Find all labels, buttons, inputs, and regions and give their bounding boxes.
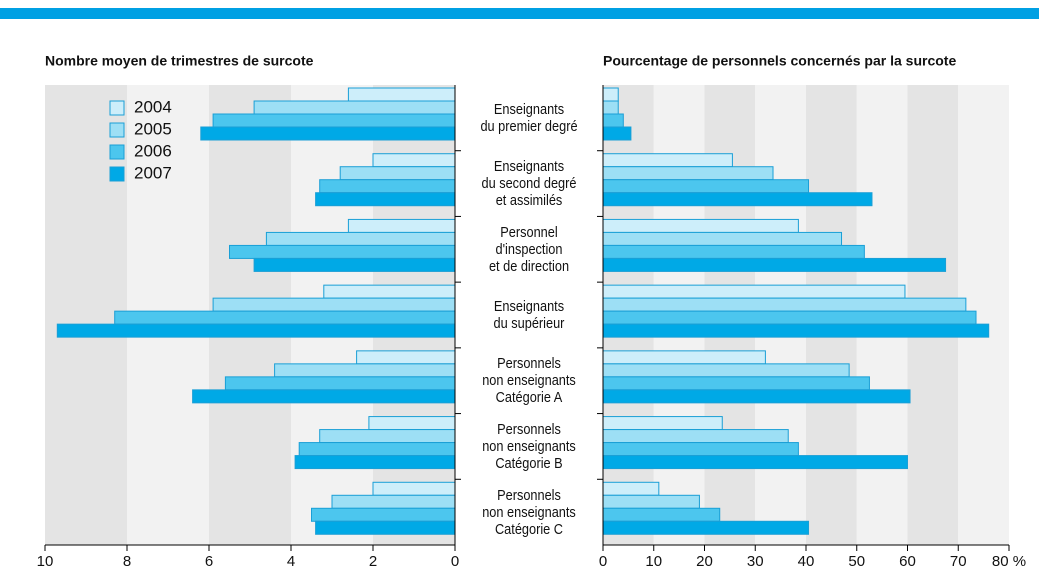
- bar: [602, 100, 619, 115]
- bar: [602, 218, 799, 233]
- x-tick-label: 10: [37, 553, 54, 570]
- bar: [602, 257, 947, 272]
- legend-label: 2004: [134, 97, 172, 116]
- bar: [602, 310, 977, 325]
- bar: [602, 389, 911, 404]
- bar: [602, 284, 906, 299]
- left-title: Nombre moyen de trimestres de surcote: [45, 53, 314, 69]
- x-tick-label: 0: [599, 553, 607, 570]
- bar: [347, 87, 456, 102]
- legend-label: 2007: [134, 163, 172, 182]
- x-tick-label: 60: [899, 553, 916, 570]
- legend-swatch: [109, 122, 125, 138]
- bar: [56, 323, 456, 338]
- bar: [602, 179, 810, 194]
- bar: [602, 507, 721, 522]
- bar: [347, 218, 456, 233]
- bar: [602, 442, 799, 457]
- bar: [372, 481, 456, 496]
- bar: [331, 494, 456, 509]
- bar: [602, 126, 632, 141]
- x-tick-label: 50: [848, 553, 865, 570]
- bar: [602, 416, 723, 431]
- category-label: Enseignants du premier degré: [480, 100, 578, 135]
- bar: [602, 429, 789, 444]
- bar: [274, 363, 456, 378]
- legend-swatch: [109, 144, 125, 160]
- bar: [114, 310, 456, 325]
- bar: [319, 429, 456, 444]
- x-tick-label: 30: [747, 553, 764, 570]
- bar: [602, 113, 624, 128]
- category-label: Personnels non enseignants Catégorie A: [482, 355, 576, 407]
- bar: [602, 244, 865, 259]
- bar: [212, 297, 456, 312]
- bar: [602, 494, 700, 509]
- bar: [319, 179, 456, 194]
- bar: [294, 455, 456, 470]
- bar: [315, 520, 456, 535]
- bar: [372, 153, 456, 168]
- x-tick-label: 0: [451, 553, 459, 570]
- legend-label: 2005: [134, 119, 172, 138]
- x-tick-label: 40: [798, 553, 815, 570]
- x-tick-label: 6: [205, 553, 213, 570]
- bar: [229, 244, 456, 259]
- bar: [602, 231, 843, 246]
- bar: [315, 192, 456, 207]
- category-label: Enseignants du second degré et assimilés: [481, 158, 577, 210]
- bar: [602, 192, 873, 207]
- bar: [602, 520, 810, 535]
- bar: [356, 350, 456, 365]
- bar: [224, 376, 456, 391]
- x-tick-label: 8: [123, 553, 131, 570]
- bar: [253, 100, 456, 115]
- bar: [253, 257, 456, 272]
- category-label: Enseignants du supérieur: [493, 298, 565, 332]
- bar: [602, 297, 967, 312]
- x-tick-label: 2: [369, 553, 377, 570]
- bar: [339, 166, 456, 181]
- bar: [200, 126, 456, 141]
- legend-swatch: [109, 100, 125, 116]
- bar: [192, 389, 456, 404]
- bar: [602, 350, 766, 365]
- x-tick-label: 10: [645, 553, 662, 570]
- category-label: Personnels non enseignants Catégorie B: [482, 420, 576, 472]
- bar: [298, 442, 456, 457]
- bar: [602, 153, 733, 168]
- bar: [311, 507, 456, 522]
- x-tick-label: 4: [287, 553, 295, 570]
- bar: [602, 363, 850, 378]
- legend-swatch: [109, 166, 125, 182]
- legend-label: 2006: [134, 141, 172, 160]
- bar: [602, 376, 870, 391]
- bar: [602, 166, 774, 181]
- x-tick-label: 80 %: [992, 553, 1026, 570]
- top-band: [0, 8, 1039, 19]
- x-tick-label: 20: [696, 553, 713, 570]
- bar: [323, 284, 456, 299]
- bar: [212, 113, 456, 128]
- bar: [602, 481, 660, 496]
- bar: [602, 323, 990, 338]
- category-label: Personnels non enseignants Catégorie C: [482, 486, 576, 538]
- bar: [602, 87, 619, 102]
- background-stripe: [45, 85, 127, 545]
- category-label: Personnel d'inspection et de direction: [488, 223, 570, 275]
- bar: [265, 231, 456, 246]
- x-tick-label: 70: [950, 553, 967, 570]
- bar: [602, 455, 908, 470]
- right-title: Pourcentage de personnels concernés par …: [603, 53, 956, 69]
- bar: [368, 416, 456, 431]
